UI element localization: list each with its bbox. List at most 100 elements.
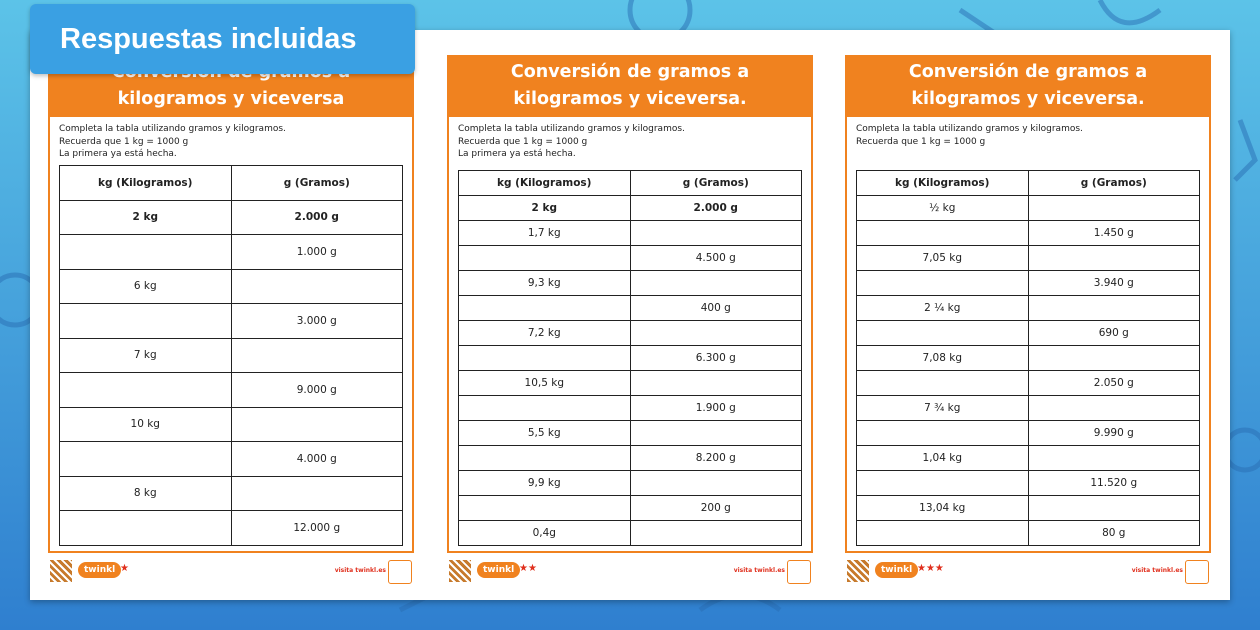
table-row: 200 g — [458, 495, 802, 521]
qr-code — [847, 560, 869, 582]
table-cell — [458, 495, 631, 521]
table-cell — [1027, 495, 1200, 521]
table-row: 7 ¾ kg — [856, 395, 1200, 421]
instructions: Completa la tabla utilizando gramos y ki… — [856, 123, 1083, 148]
table-cell — [230, 268, 403, 304]
table-cell: 3.940 g — [1027, 270, 1200, 296]
header-cell: kg (Kilogramos) — [458, 170, 631, 196]
table-row: 690 g — [856, 320, 1200, 346]
table-row: 12.000 g — [59, 510, 403, 546]
table-cell — [856, 370, 1029, 396]
worksheet: Conversión de gramos a kilogramos y vice… — [447, 55, 813, 585]
brand-logo: twinkl — [875, 562, 919, 578]
table-cell: 2.050 g — [1027, 370, 1200, 396]
table-cell: 2.000 g — [230, 199, 403, 235]
badge — [388, 560, 412, 584]
table-cell: ½ kg — [856, 195, 1029, 221]
table-cell — [230, 406, 403, 442]
header-cell: kg (Kilogramos) — [856, 170, 1029, 196]
table-cell: 1.450 g — [1027, 220, 1200, 246]
table-cell — [629, 470, 802, 496]
table-cell — [629, 220, 802, 246]
table-cell — [458, 345, 631, 371]
table-cell — [1027, 295, 1200, 321]
table-cell — [856, 320, 1029, 346]
table-cell — [458, 395, 631, 421]
table-row: 1.450 g — [856, 220, 1200, 246]
table-row: 10,5 kg — [458, 370, 802, 396]
table-row: 80 g — [856, 520, 1200, 546]
table-row: 3.940 g — [856, 270, 1200, 296]
table-cell — [1027, 345, 1200, 371]
table-cell — [1027, 395, 1200, 421]
footer: twinkl ★★★ visita twinkl.es — [845, 558, 1211, 584]
table-row: 9,3 kg — [458, 270, 802, 296]
qr-code — [50, 560, 72, 582]
footer: twinkl ★ visita twinkl.es — [48, 558, 414, 584]
table-row: 7,08 kg — [856, 345, 1200, 371]
table-row: 2 kg 2.000 g — [59, 199, 403, 235]
table-cell — [458, 295, 631, 321]
site-link: visita twinkl.es — [334, 567, 386, 574]
difficulty-stars: ★★ — [519, 563, 537, 574]
table-row: 7 kg — [59, 337, 403, 373]
qr-code — [449, 560, 471, 582]
table-cell — [629, 420, 802, 446]
table-row: 9.000 g — [59, 372, 403, 408]
table-cell — [856, 420, 1029, 446]
instruction-line: La primera ya está hecha. — [59, 149, 177, 159]
table-row: 6.300 g — [458, 345, 802, 371]
table-cell — [458, 445, 631, 471]
table-cell — [629, 370, 802, 396]
table-cell — [458, 245, 631, 271]
table-cell — [59, 372, 232, 408]
table-cell: 2 kg — [458, 195, 631, 221]
table-cell: 690 g — [1027, 320, 1200, 346]
table-row: 2 ¼ kg — [856, 295, 1200, 321]
table-cell: 6.300 g — [629, 345, 802, 371]
table-row: 11.520 g — [856, 470, 1200, 496]
table-cell — [230, 475, 403, 511]
table-cell: 80 g — [1027, 520, 1200, 546]
table-cell: 2 kg — [59, 199, 232, 235]
table-cell — [59, 441, 232, 477]
table-row: 0,4g — [458, 520, 802, 546]
instruction-line: Recuerda que 1 kg = 1000 g — [59, 136, 189, 147]
footer: twinkl ★★ visita twinkl.es — [447, 558, 813, 584]
table-cell: 10,5 kg — [458, 370, 631, 396]
brand-logo: twinkl — [477, 562, 521, 578]
instruction-line: Recuerda que 1 kg = 1000 g — [458, 136, 588, 147]
table-row: 9,9 kg — [458, 470, 802, 496]
table-cell: 7,08 kg — [856, 345, 1029, 371]
table-cell — [230, 337, 403, 373]
sheet-title: Conversión de gramos a kilogramos y vice… — [447, 55, 813, 117]
table-row: 1.000 g — [59, 234, 403, 270]
table-cell: 1,04 kg — [856, 445, 1029, 471]
table-row: 7,2 kg — [458, 320, 802, 346]
table-row: 2 kg 2.000 g — [458, 195, 802, 221]
brand-logo: twinkl — [78, 562, 122, 578]
table-cell: 7,05 kg — [856, 245, 1029, 271]
table-cell: 7 ¾ kg — [856, 395, 1029, 421]
table-row: 13,04 kg — [856, 495, 1200, 521]
worksheet: Conversión de gramos a kilogramos y vice… — [845, 55, 1211, 585]
table-row: 7,05 kg — [856, 245, 1200, 271]
table-cell: 1.900 g — [629, 395, 802, 421]
table-cell: 9.000 g — [230, 372, 403, 408]
table-cell — [59, 303, 232, 339]
table-cell: 200 g — [629, 495, 802, 521]
table-cell — [629, 320, 802, 346]
answer-table: kg (Kilogramos) g (Gramos) ½ kg 1.450 g 7,05… — [856, 170, 1200, 546]
table-cell — [1027, 445, 1200, 471]
table-cell — [629, 270, 802, 296]
table-cell: 9,3 kg — [458, 270, 631, 296]
table-cell: 11.520 g — [1027, 470, 1200, 496]
table-cell: 8 kg — [59, 475, 232, 511]
table-cell: 2.000 g — [629, 195, 802, 221]
instructions: Completa la tabla utilizando gramos y ki… — [458, 123, 685, 161]
table-cell — [856, 220, 1029, 246]
table-cell: 0,4g — [458, 520, 631, 546]
table-row: 5,5 kg — [458, 420, 802, 446]
badge — [787, 560, 811, 584]
table-cell: 8.200 g — [629, 445, 802, 471]
